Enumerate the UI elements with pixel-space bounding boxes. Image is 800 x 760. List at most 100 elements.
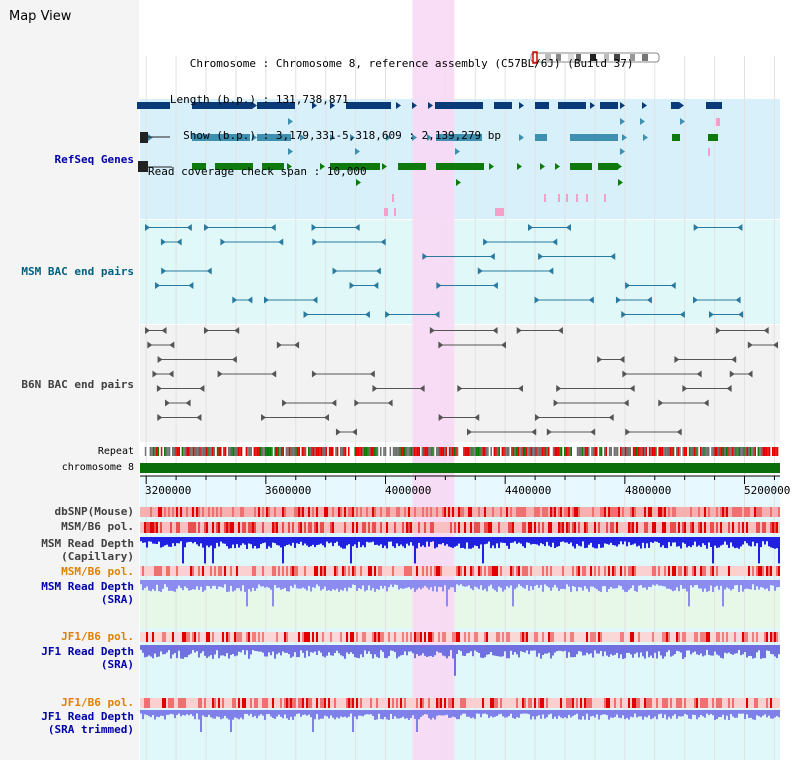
heat-mark	[202, 632, 204, 642]
heat-mark	[774, 507, 776, 517]
heat-mark	[724, 522, 726, 533]
heat-mark	[596, 522, 598, 533]
heat-mark	[674, 522, 676, 533]
heat-mark	[736, 522, 738, 533]
repeat-mark	[402, 447, 404, 456]
heat-mark	[454, 566, 456, 576]
heat-mark	[368, 507, 370, 517]
heat-mark	[390, 566, 392, 576]
bac-end-marker	[234, 327, 240, 334]
heat-mark	[336, 522, 338, 533]
depth-bar	[444, 537, 446, 546]
heat-mark	[202, 522, 204, 533]
refseq-genes-label[interactable]: RefSeq Genes	[54, 153, 134, 166]
depth-bar	[732, 580, 734, 589]
heat-mark	[740, 566, 742, 576]
repeat-mark	[424, 447, 427, 456]
depth-bar	[492, 537, 494, 546]
repeat-mark	[284, 447, 286, 456]
heat-mark	[258, 698, 260, 708]
depth-bar	[344, 537, 346, 549]
repeat-mark	[320, 447, 323, 456]
heat-mark	[490, 507, 492, 517]
msm-b6-pol-label[interactable]: MSM/B6 pol.	[61, 520, 134, 533]
heat-mark	[192, 522, 194, 533]
heat-mark	[696, 522, 698, 533]
repeat-mark	[730, 447, 732, 456]
depth-bar	[276, 580, 278, 588]
depth-bar	[580, 710, 582, 720]
depth-bar	[554, 580, 556, 585]
msm-read-depth-capillary-label[interactable]: MSM Read Depth (Capillary)	[41, 537, 134, 563]
msm-bac-label[interactable]: MSM BAC end pairs	[21, 265, 134, 278]
depth-bar	[412, 537, 414, 546]
gene-arrow	[680, 118, 685, 125]
jf1-read-depth-sra-label[interactable]: JF1 Read Depth (SRA)	[41, 645, 134, 671]
heat-mark	[208, 632, 210, 642]
gene-arrow	[412, 134, 417, 141]
depth-bar	[710, 710, 712, 714]
dbsnp-label[interactable]: dbSNP(Mouse)	[54, 505, 134, 518]
heat-mark	[148, 632, 150, 642]
depth-bar	[578, 580, 580, 587]
heat-mark	[528, 632, 530, 642]
gene-arrow	[620, 102, 625, 109]
heat-mark	[740, 507, 742, 517]
b6n-bac-label[interactable]: B6N BAC end pairs	[21, 378, 134, 391]
bac-end-marker	[457, 385, 463, 392]
heat-mark	[500, 632, 502, 642]
heat-mark	[474, 507, 476, 517]
repeat-mark	[367, 447, 369, 456]
depth-bar	[672, 645, 674, 656]
heat-mark	[712, 507, 714, 517]
heat-mark	[146, 507, 148, 517]
repeat-mark	[677, 447, 680, 456]
heat-mark	[492, 698, 494, 708]
depth-bar	[716, 580, 718, 586]
depth-bar	[388, 537, 390, 542]
heat-mark	[364, 522, 366, 533]
repeat-mark	[420, 447, 422, 456]
repeat-mark	[628, 447, 630, 456]
heat-mark	[190, 632, 192, 642]
heat-mark	[744, 522, 746, 533]
depth-bar	[140, 580, 142, 585]
depth-bar	[764, 537, 766, 545]
heat-mark	[672, 522, 674, 533]
depth-bar	[270, 580, 272, 590]
jf1-read-depth-trimmed-label[interactable]: JF1 Read Depth (SRA trimmed)	[41, 710, 134, 736]
repeat-mark	[311, 447, 313, 456]
jf1-b6-pol-label[interactable]: JF1/B6 pol.	[61, 630, 134, 643]
heat-mark	[684, 698, 686, 708]
heat-mark	[494, 522, 496, 533]
heat-mark	[614, 632, 616, 642]
depth-bar	[360, 710, 362, 716]
depth-bar	[608, 710, 610, 720]
depth-bar	[188, 710, 190, 716]
depth-bar	[552, 645, 554, 656]
heat-mark	[296, 522, 298, 533]
axis-tick-label: 4400000	[505, 484, 552, 497]
heat-mark	[696, 698, 698, 708]
heat-mark	[154, 566, 156, 576]
heat-mark	[554, 632, 556, 642]
heat-mark	[550, 507, 552, 517]
heat-mark	[672, 566, 674, 576]
heat-mark	[358, 632, 360, 642]
heat-mark	[438, 507, 440, 517]
repeat-mark	[541, 447, 544, 456]
depth-bar	[564, 710, 566, 718]
repeat-mark	[162, 447, 164, 456]
repeat-mark	[752, 447, 755, 456]
depth-bar	[546, 710, 548, 718]
msm-read-depth-sra-label[interactable]: MSM Read Depth (SRA)	[41, 580, 134, 606]
depth-bar	[302, 710, 304, 715]
heat-mark	[412, 698, 414, 708]
depth-bar	[532, 580, 534, 590]
jf1-b6-pol-trim-label[interactable]: JF1/B6 pol.	[61, 696, 134, 709]
depth-bar	[246, 710, 248, 714]
msm-b6-pol-sra-label[interactable]: MSM/B6 pol.	[61, 565, 134, 578]
depth-bar	[222, 710, 224, 719]
gene-arrow	[427, 134, 432, 141]
